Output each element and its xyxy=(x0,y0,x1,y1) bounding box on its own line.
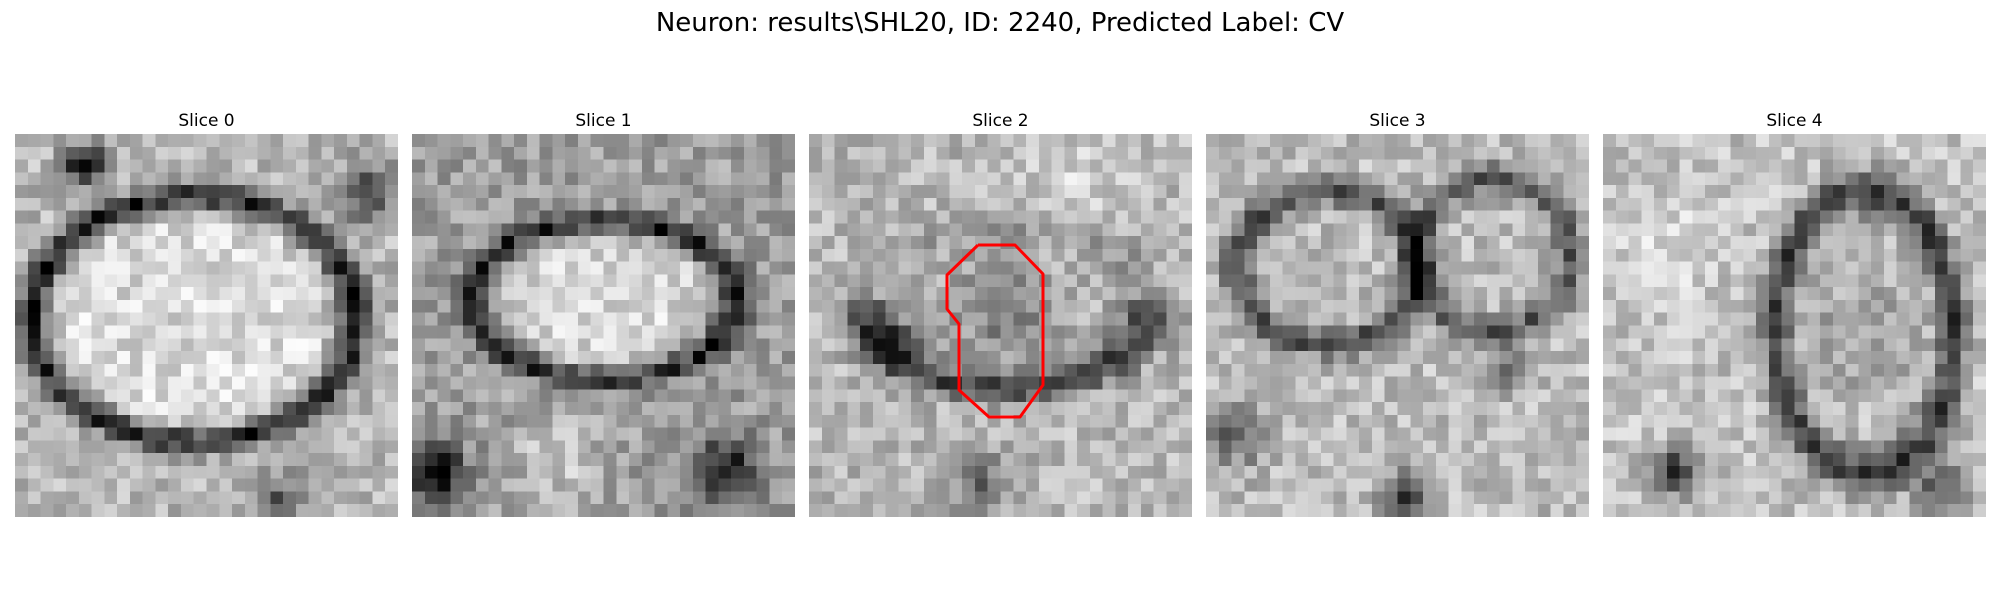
slice-image xyxy=(809,134,1192,517)
slice-title: Slice 0 xyxy=(178,111,235,131)
slice-title: Slice 1 xyxy=(575,111,632,131)
slice-image xyxy=(1603,134,1986,517)
slice-image xyxy=(1206,134,1589,517)
slice-panel-1: Slice 1 xyxy=(412,0,795,600)
figure-title: Neuron: results\SHL20, ID: 2240, Predict… xyxy=(655,8,1345,38)
slice-title: Slice 3 xyxy=(1369,111,1426,131)
slice-image xyxy=(412,134,795,517)
slice-panel-3: Slice 3 xyxy=(1206,0,1589,600)
slice-title: Slice 4 xyxy=(1766,111,1823,131)
slice-panel-4: Slice 4 xyxy=(1603,0,1986,600)
slice-title: Slice 2 xyxy=(972,111,1029,131)
slice-panel-0: Slice 0 xyxy=(15,0,398,600)
slice-image xyxy=(15,134,398,517)
slice-panel-2: Slice 2 xyxy=(809,0,1192,600)
